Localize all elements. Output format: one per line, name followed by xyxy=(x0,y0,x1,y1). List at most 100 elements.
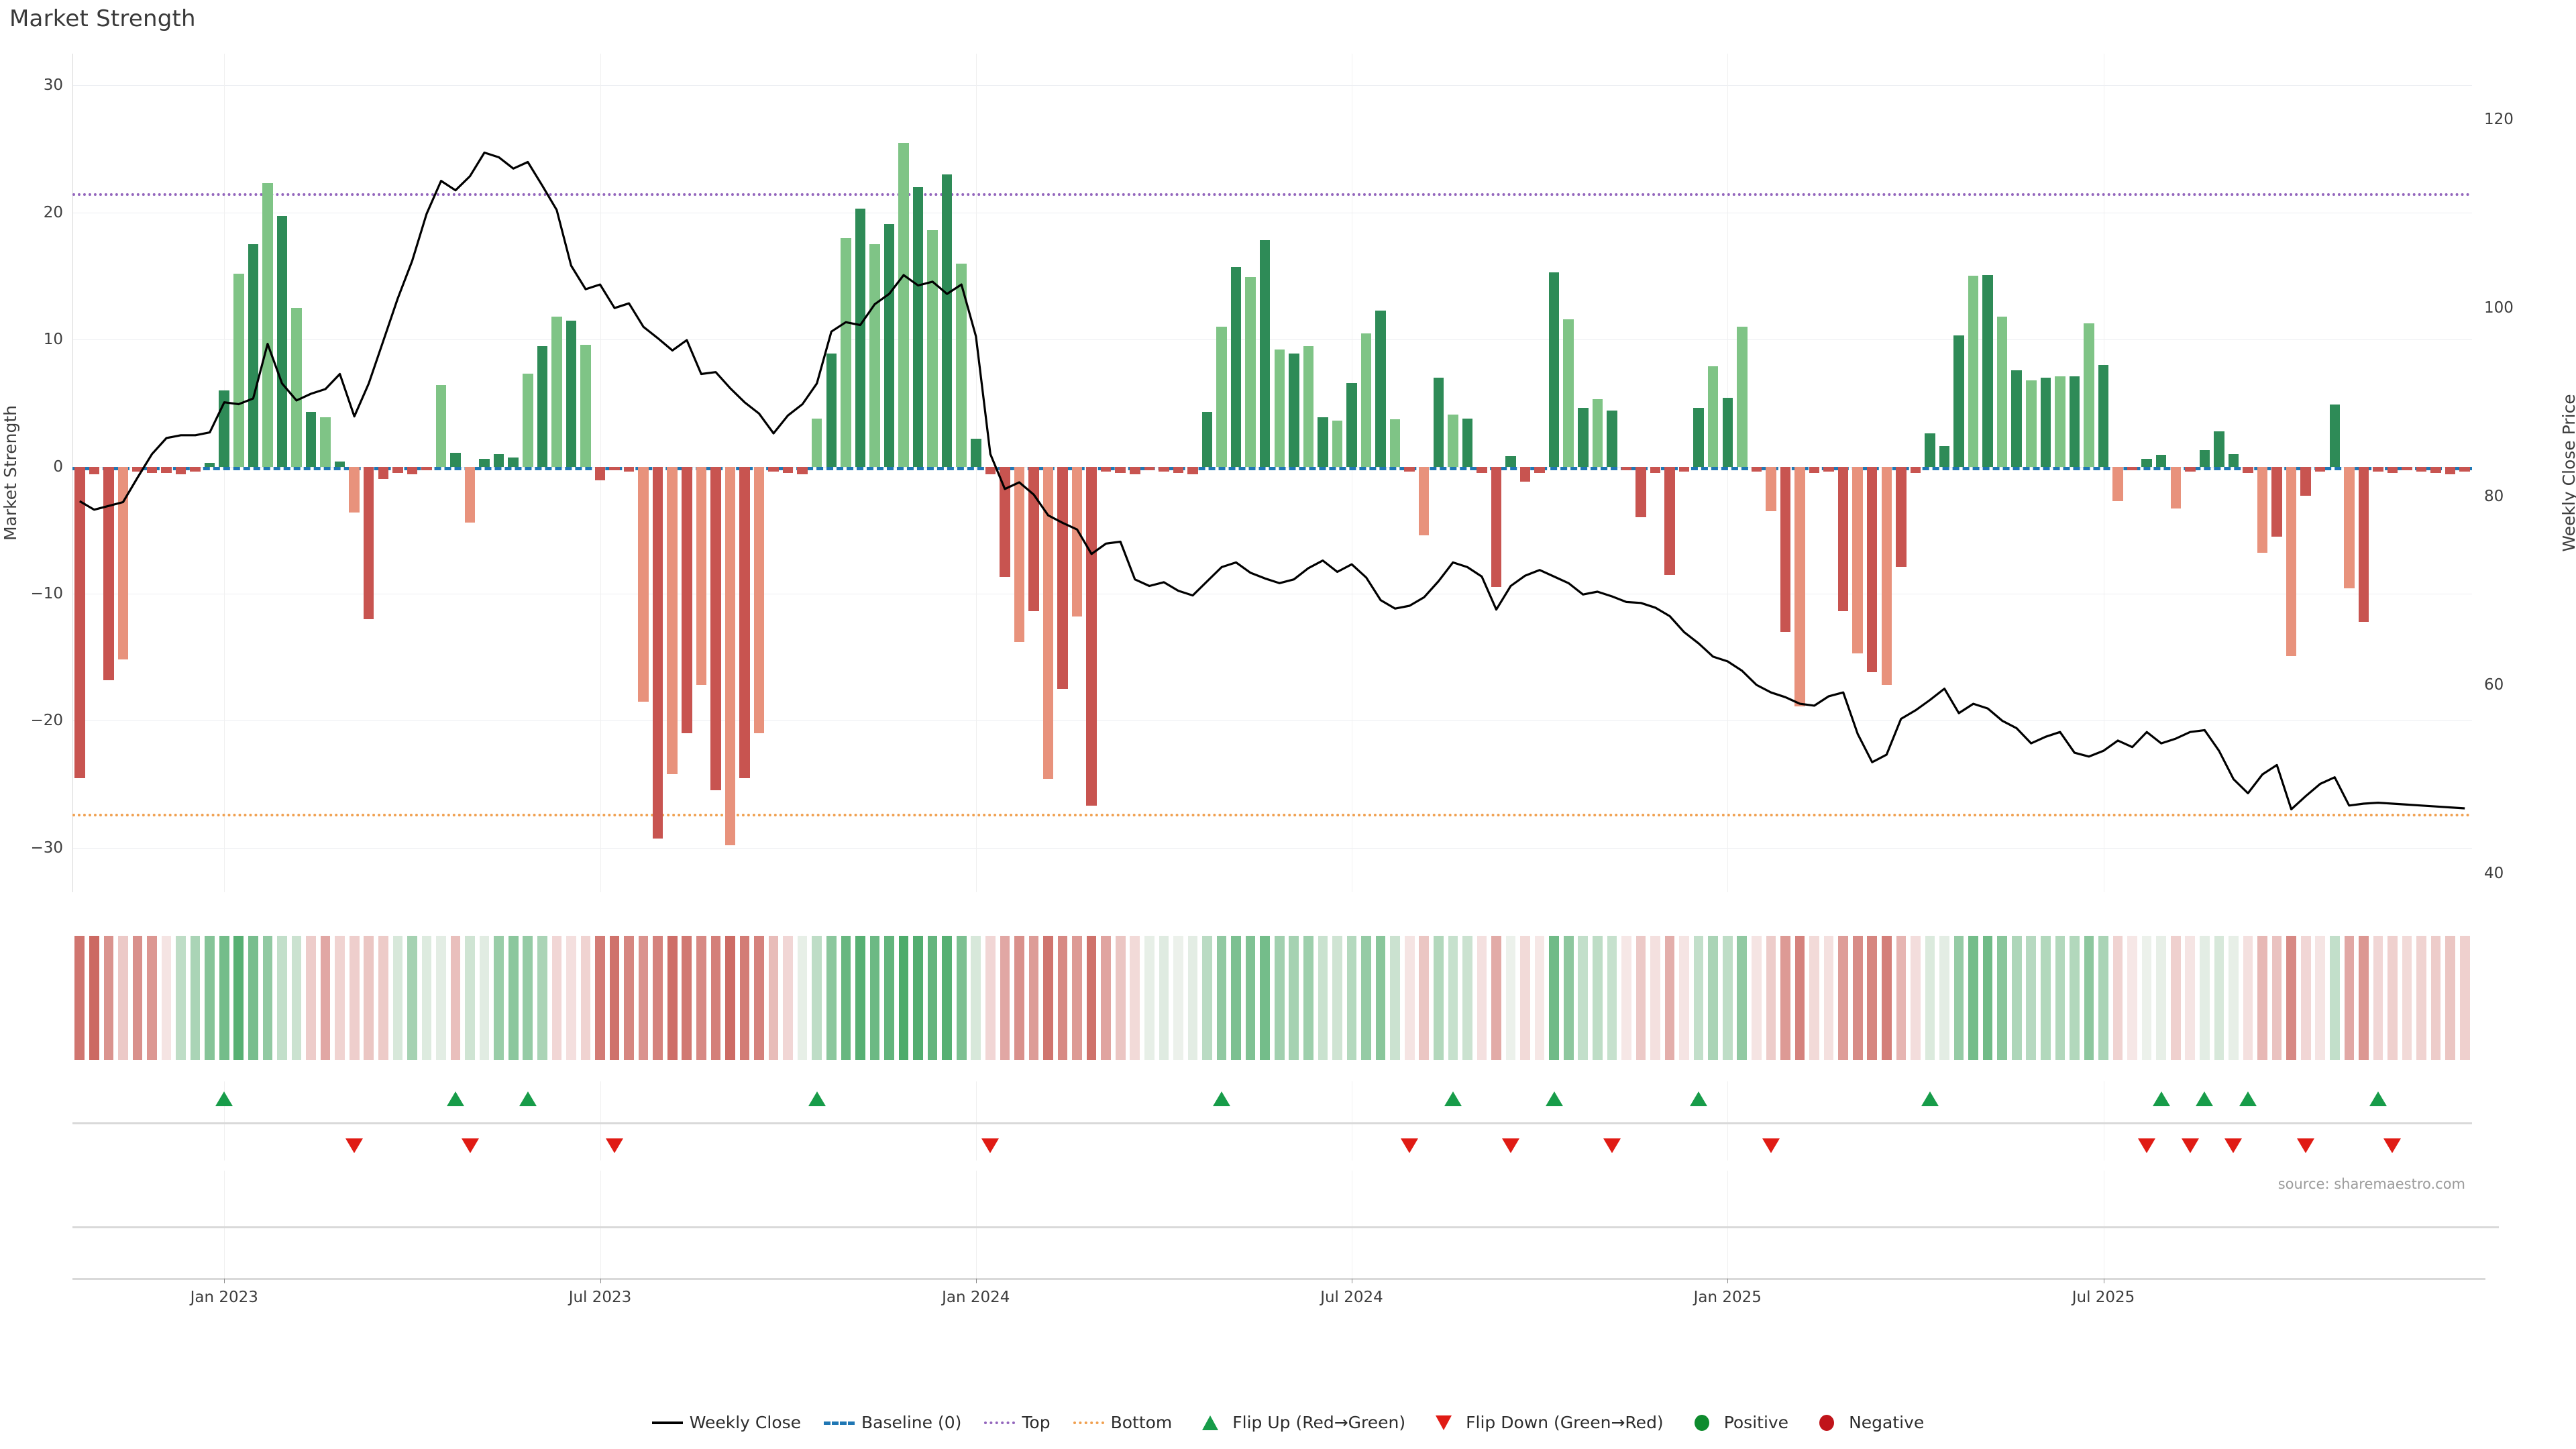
heat-strip-cell xyxy=(161,936,172,1060)
heat-strip-cell xyxy=(1780,936,1790,1060)
heat-strip-cell xyxy=(682,936,692,1060)
flip-panel-baseline xyxy=(72,1122,2472,1125)
heat-strip-cell xyxy=(1332,936,1342,1060)
source-note: source: sharemaestro.com xyxy=(2277,1176,2465,1192)
heat-strip-cell xyxy=(1693,936,1704,1060)
legend-item-bottom[interactable]: Bottom xyxy=(1073,1413,1172,1432)
heat-strip-cell xyxy=(1708,936,1719,1060)
x-tick-label: Jan 2025 xyxy=(1693,1289,1762,1306)
heat-strip-cell xyxy=(118,936,128,1060)
legend-item-label: Positive xyxy=(1723,1413,1789,1432)
y-tick-label: 0 xyxy=(53,458,63,476)
x-tick-label: Jan 2024 xyxy=(942,1289,1010,1306)
heat-strip-cell xyxy=(1318,936,1328,1060)
dot-glyph xyxy=(1694,1414,1709,1431)
heat-strip-cell xyxy=(89,936,99,1060)
heat-strip-cell xyxy=(754,936,764,1060)
heat-strip-cell xyxy=(2170,936,2181,1060)
legend-item-label: Baseline (0) xyxy=(861,1413,962,1432)
heat-strip-cell xyxy=(1563,936,1574,1060)
x-tickmark xyxy=(975,1279,977,1283)
dot-icon xyxy=(1686,1414,1717,1432)
heat-strip-cell xyxy=(2141,936,2152,1060)
heat-strip-cell xyxy=(2271,936,2282,1060)
heat-strip-cell xyxy=(2257,936,2267,1060)
heat-strip-cell xyxy=(306,936,316,1060)
heat-strip-cell xyxy=(1028,936,1039,1060)
heat-strip-cell xyxy=(537,936,547,1060)
dashed-line-icon xyxy=(824,1414,855,1432)
heat-strip-cell xyxy=(494,936,504,1060)
flip-up-marker xyxy=(1921,1091,1939,1107)
flip-down-marker xyxy=(2383,1138,2402,1154)
heat-strip-cell xyxy=(2445,936,2455,1060)
heat-strip-cell xyxy=(2098,936,2108,1060)
heat-strip-cell xyxy=(1823,936,1834,1060)
legend-item-baseline-0[interactable]: Baseline (0) xyxy=(824,1413,961,1432)
x-gridline xyxy=(600,1171,601,1278)
heat-strip-cell xyxy=(1462,936,1472,1060)
heat-strip-cell xyxy=(1953,936,1964,1060)
heat-strip-cell xyxy=(2315,936,2326,1060)
heat-strip-cell xyxy=(1752,936,1762,1060)
y-gridline xyxy=(72,847,2472,849)
heat-strip-cell xyxy=(1549,936,1559,1060)
legend-item-flip-up-red-green[interactable]: Flip Up (Red→Green) xyxy=(1195,1413,1405,1432)
heat-strip-cell xyxy=(1679,936,1689,1060)
heat-strip-cell xyxy=(1722,936,1733,1060)
legend-item-top[interactable]: Top xyxy=(984,1413,1051,1432)
heat-strip-cell xyxy=(508,936,519,1060)
flip-down-marker xyxy=(981,1138,1000,1154)
heat-strip-cell xyxy=(971,936,981,1060)
heat-strip-cell xyxy=(667,936,678,1060)
y2-tick-label: 40 xyxy=(2484,864,2504,882)
heat-strip-cell xyxy=(1448,936,1458,1060)
heat-strip-cell xyxy=(2359,936,2369,1060)
legend-item-positive[interactable]: Positive xyxy=(1686,1413,1788,1432)
x-tick-label: Jul 2025 xyxy=(2072,1289,2135,1306)
heat-strip-cell xyxy=(624,936,634,1060)
heat-strip-cell xyxy=(1289,936,1299,1060)
legend-item-negative[interactable]: Negative xyxy=(1811,1413,1924,1432)
heat-strip-cell xyxy=(826,936,837,1060)
y-tick-label: −30 xyxy=(30,839,63,857)
flip-up-marker xyxy=(2152,1091,2170,1107)
heat-strip-cell xyxy=(2185,936,2196,1060)
heat-strip-cell xyxy=(1231,936,1241,1060)
heat-strip-cell xyxy=(1881,936,1892,1060)
heat-strip-cell xyxy=(1375,936,1386,1060)
dotted-line-glyph xyxy=(1073,1421,1104,1424)
dotted-line-icon xyxy=(984,1414,1016,1432)
heat-strip-cell xyxy=(1404,936,1415,1060)
heat-strip-cell xyxy=(1000,936,1010,1060)
bottom-panel-axis xyxy=(72,1278,2485,1280)
legend-item-label: Weekly Close xyxy=(689,1413,802,1432)
heat-strip-cell xyxy=(320,936,331,1060)
heat-strip-cell xyxy=(1534,936,1545,1060)
heat-strip-cell xyxy=(1867,936,1878,1060)
heat-strip-cell xyxy=(176,936,186,1060)
heat-strip-cell xyxy=(2387,936,2398,1060)
heat-strip-cell xyxy=(1650,936,1660,1060)
heat-strip-cell xyxy=(1115,936,1126,1060)
heat-strip-cell xyxy=(710,936,721,1060)
flip-down-marker xyxy=(345,1138,364,1154)
x-gridline xyxy=(975,1081,977,1161)
heat-strip-cell xyxy=(942,936,952,1060)
legend-item-weekly-close[interactable]: Weekly Close xyxy=(651,1413,802,1432)
heat-strip-cell xyxy=(1086,936,1097,1060)
legend-item-label: Top xyxy=(1022,1413,1051,1432)
heat-strip-cell xyxy=(1621,936,1631,1060)
heat-strip-cell xyxy=(1982,936,1993,1060)
heat-strip-cell xyxy=(364,936,374,1060)
dotted-line-glyph xyxy=(984,1421,1016,1424)
legend-item-flip-down-green-red[interactable]: Flip Down (Green→Red) xyxy=(1428,1413,1664,1432)
heat-strip-cell xyxy=(725,936,735,1060)
flip-down-marker xyxy=(2297,1138,2315,1154)
triangle-up-icon xyxy=(1195,1414,1226,1432)
heat-strip-cell xyxy=(1202,936,1212,1060)
heat-strip-cell xyxy=(2430,936,2441,1060)
heat-strip-cell xyxy=(2459,936,2470,1060)
heat-strip-cell xyxy=(566,936,576,1060)
heat-strip-cell xyxy=(783,936,793,1060)
